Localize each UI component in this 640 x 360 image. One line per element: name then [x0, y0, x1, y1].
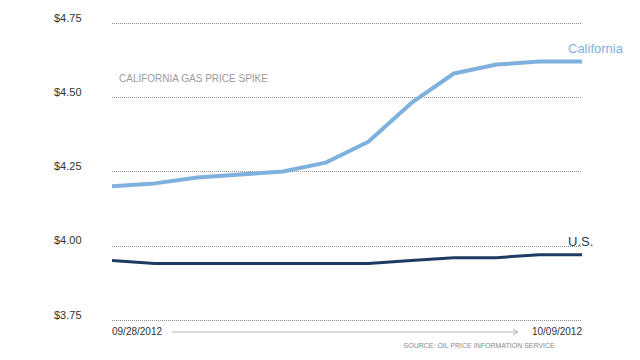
svg-text:CALIFORNIA GAS PRICE SPIKE: CALIFORNIA GAS PRICE SPIKE: [119, 73, 268, 84]
svg-text:10/09/2012: 10/09/2012: [532, 326, 582, 337]
svg-text:SOURCE: OIL PRICE INFORMATION: SOURCE: OIL PRICE INFORMATION SERVICE: [404, 342, 556, 349]
svg-text:$4.00: $4.00: [54, 234, 82, 246]
svg-text:$4.75: $4.75: [54, 12, 82, 24]
svg-text:U.S.: U.S.: [568, 234, 593, 249]
svg-text:09/28/2012: 09/28/2012: [112, 326, 162, 337]
svg-text:California: California: [568, 41, 624, 56]
svg-text:$3.75: $3.75: [54, 309, 82, 321]
svg-text:$4.25: $4.25: [54, 160, 82, 172]
svg-text:$4.50: $4.50: [54, 86, 82, 98]
